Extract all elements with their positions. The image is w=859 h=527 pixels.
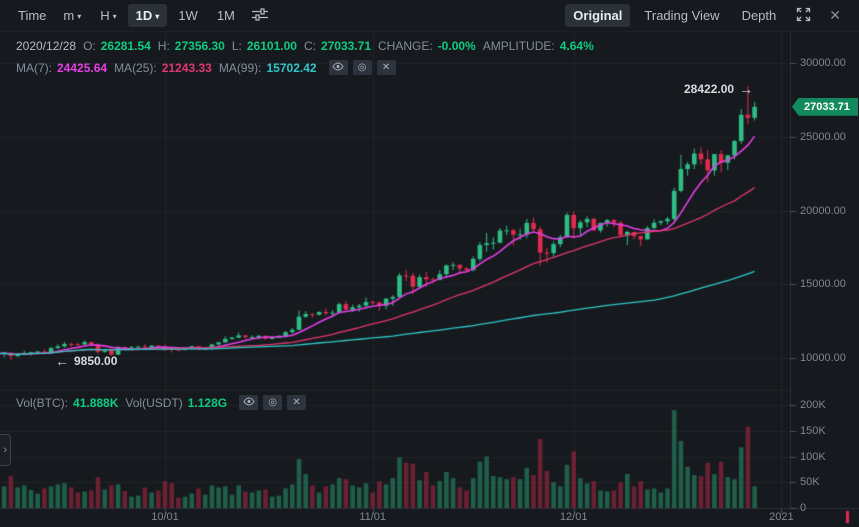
open-field: O: 26281.54 bbox=[83, 39, 151, 53]
caret-down-icon: ▾ bbox=[112, 12, 117, 21]
ma-info-row: MA(7): 24425.64 MA(25): 21243.33 MA(99):… bbox=[16, 60, 396, 75]
eye-icon bbox=[332, 61, 344, 74]
view-original-button[interactable]: Original bbox=[565, 4, 631, 27]
caret-down-icon: ▾ bbox=[155, 12, 160, 21]
sliders-icon bbox=[251, 7, 268, 24]
last-price-tag: 27033.71 bbox=[792, 97, 858, 116]
close-icon: ✕ bbox=[292, 396, 301, 408]
vol-btc-field: Vol(BTC): 41.888K bbox=[16, 395, 119, 410]
amplitude-field: AMPLITUDE: 4.64% bbox=[482, 39, 594, 53]
time-tick-label: 10/01 bbox=[151, 511, 179, 523]
volume-tick-label: 200K bbox=[800, 399, 826, 411]
volume-info-row: Vol(BTC): 41.888K Vol(USDT) 1.128G ◎ ✕ bbox=[16, 395, 307, 410]
volume-settings-button[interactable]: ◎ bbox=[263, 395, 283, 410]
interval-hours-button[interactable]: H ▾ bbox=[92, 4, 124, 27]
interval-1d-button[interactable]: 1D ▾ bbox=[127, 4, 168, 27]
price-tick-label: 25000.00 bbox=[800, 130, 846, 143]
price-tick-label: 15000.00 bbox=[800, 278, 846, 291]
volume-tick-label: 100K bbox=[800, 450, 826, 463]
ma25-field: MA(25): 21243.33 bbox=[114, 60, 212, 75]
ma-settings-button[interactable]: ◎ bbox=[352, 60, 372, 75]
close-icon: ✕ bbox=[829, 7, 841, 23]
time-tick-label: 11/01 bbox=[359, 511, 387, 523]
time-tick-label: 12/01 bbox=[559, 511, 588, 523]
view-tradingview-button[interactable]: Trading View bbox=[636, 4, 727, 27]
ma99-field: MA(99): 15702.42 bbox=[218, 60, 317, 75]
time-label: Time bbox=[18, 8, 47, 23]
highest-price-annotation: 28422.00 → bbox=[684, 81, 754, 97]
close-field: C: 27033.71 bbox=[303, 39, 371, 53]
eye-icon bbox=[243, 396, 255, 409]
interval-minutes-button[interactable]: m ▾ bbox=[55, 4, 89, 27]
change-field: CHANGE: -0.00% bbox=[378, 39, 476, 53]
ma7-field: MA(7): 24425.64 bbox=[16, 60, 108, 75]
ma-controls: ◎ ✕ bbox=[328, 60, 396, 75]
target-icon: ◎ bbox=[268, 396, 277, 408]
low-field: L: 26101.00 bbox=[231, 39, 297, 53]
view-switch-group: Original Trading View Depth ✕ bbox=[565, 3, 847, 29]
interval-group: Time m ▾ H ▾ 1D ▾ 1W 1M bbox=[18, 4, 274, 28]
volume-tick-label: 0 bbox=[800, 502, 807, 514]
high-field: H: 27356.30 bbox=[157, 39, 225, 53]
close-chart-button[interactable]: ✕ bbox=[823, 3, 847, 28]
close-icon: ✕ bbox=[381, 61, 391, 73]
target-icon: ◎ bbox=[357, 61, 367, 73]
ma-remove-button[interactable]: ✕ bbox=[376, 60, 396, 75]
fullscreen-button[interactable] bbox=[790, 3, 817, 29]
vol-usdt-field: Vol(USDT) 1.128G bbox=[125, 395, 228, 410]
price-axis[interactable]: 27033.71 30000.00 25000.00 20000.00 15000.0… bbox=[790, 32, 859, 514]
chart-date: 2020/12/28 bbox=[16, 39, 77, 53]
chart-toolbar: Time m ▾ H ▾ 1D ▾ 1W 1M bbox=[0, 0, 859, 32]
indicator-settings-button[interactable] bbox=[246, 4, 274, 28]
drawer-expand-button[interactable]: › bbox=[0, 434, 11, 466]
chevron-right-icon: › bbox=[3, 444, 7, 456]
interval-1m-button[interactable]: 1M bbox=[209, 4, 243, 27]
ohlc-info-row: 2020/12/28 O: 26281.54 H: 27356.30 L: 26… bbox=[16, 39, 594, 53]
time-axis[interactable]: 10/01 11/01 12/01 2021 bbox=[0, 508, 859, 527]
price-tick-label: 10000.00 bbox=[800, 352, 846, 364]
interval-1w-button[interactable]: 1W bbox=[170, 4, 206, 27]
caret-down-icon: ▾ bbox=[77, 12, 82, 21]
view-depth-button[interactable]: Depth bbox=[734, 4, 785, 27]
volume-visibility-button[interactable] bbox=[239, 395, 259, 410]
arrow-left-icon: ← bbox=[55, 353, 69, 369]
volume-tick-label: 50K bbox=[800, 476, 820, 489]
volume-controls: ◎ ✕ bbox=[239, 395, 307, 410]
price-tick-label: 20000.00 bbox=[800, 204, 846, 217]
price-tick-label: 30000.00 bbox=[800, 57, 846, 69]
volume-remove-button[interactable]: ✕ bbox=[287, 395, 307, 410]
volume-tick-label: 150K bbox=[800, 424, 826, 437]
arrow-right-icon: → bbox=[739, 81, 754, 97]
fullscreen-expand-icon bbox=[796, 7, 811, 25]
ma-visibility-button[interactable] bbox=[328, 60, 348, 75]
time-tick-label: 2021 bbox=[769, 511, 794, 523]
lowest-price-annotation: ← 9850.00 bbox=[55, 353, 118, 369]
